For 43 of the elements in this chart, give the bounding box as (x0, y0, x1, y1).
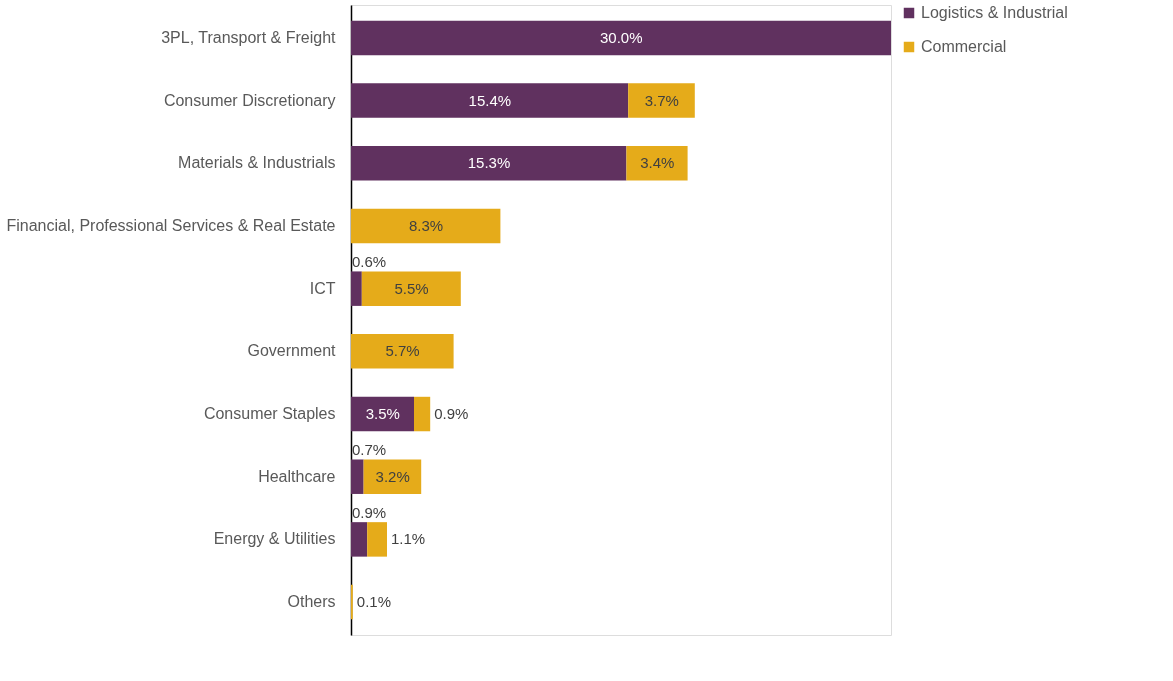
bar (351, 20, 891, 56)
data-label: 0.9% (434, 405, 469, 423)
data-label: 0.1% (356, 593, 391, 611)
bar (628, 83, 695, 118)
y-tick-label: Consumer Staples (203, 405, 336, 423)
bar (351, 146, 627, 181)
y-tick-label: Materials & Industrials (178, 154, 336, 172)
data-label: 1.1% (391, 530, 426, 548)
y-tick-label: 3PL, Transport & Freight (161, 28, 337, 46)
bar (351, 459, 364, 494)
data-label: 3.4% (640, 154, 675, 172)
bar (351, 396, 414, 432)
y-tick-label: Financial, Professional Services & Real Estate (6, 216, 336, 234)
data-label: 15.3% (467, 154, 511, 172)
bar (351, 334, 454, 369)
bar (351, 522, 368, 557)
data-label: 30.0% (600, 28, 643, 46)
bar (351, 208, 501, 244)
bar (626, 146, 688, 181)
data-label: 5.7% (385, 342, 420, 360)
data-label: 5.5% (394, 279, 429, 297)
y-tick-label: ICT (309, 279, 336, 297)
y-tick-label: Energy & Utilities (213, 530, 336, 548)
data-label: 0.7% (352, 441, 387, 459)
legend-label: Logistics & Industrial (921, 4, 1068, 21)
data-label: 3.7% (644, 91, 679, 109)
y-tick-label: Healthcare (258, 467, 336, 485)
data-label: 8.3% (408, 216, 444, 234)
bar (361, 271, 461, 306)
bar (367, 522, 387, 557)
data-label: 0.9% (352, 504, 387, 522)
y-tick-label: Consumer Discretionary (163, 91, 336, 109)
bar (363, 459, 422, 494)
data-label: 3.5% (365, 405, 400, 423)
data-label: 0.6% (352, 253, 387, 271)
y-tick-label: Government (247, 342, 337, 360)
data-label: 3.2% (375, 467, 410, 485)
bar (351, 271, 362, 306)
bar (351, 83, 629, 118)
bar (414, 396, 431, 432)
y-tick-label: Others (287, 593, 336, 611)
legend-label: Commercial (921, 38, 1007, 55)
data-label: 15.4% (468, 91, 512, 109)
